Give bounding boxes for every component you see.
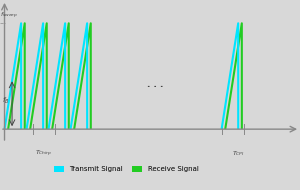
- Legend: Transmit Signal, Receive Signal: Transmit Signal, Receive Signal: [51, 163, 201, 175]
- Text: $T_{CPI}$: $T_{CPI}$: [232, 149, 244, 158]
- Text: $f_{sweep}$: $f_{sweep}$: [0, 11, 18, 21]
- Text: . . .: . . .: [147, 80, 164, 89]
- Text: $T_{Chirp}$: $T_{Chirp}$: [35, 149, 52, 159]
- Text: $f_B$: $f_B$: [2, 96, 10, 106]
